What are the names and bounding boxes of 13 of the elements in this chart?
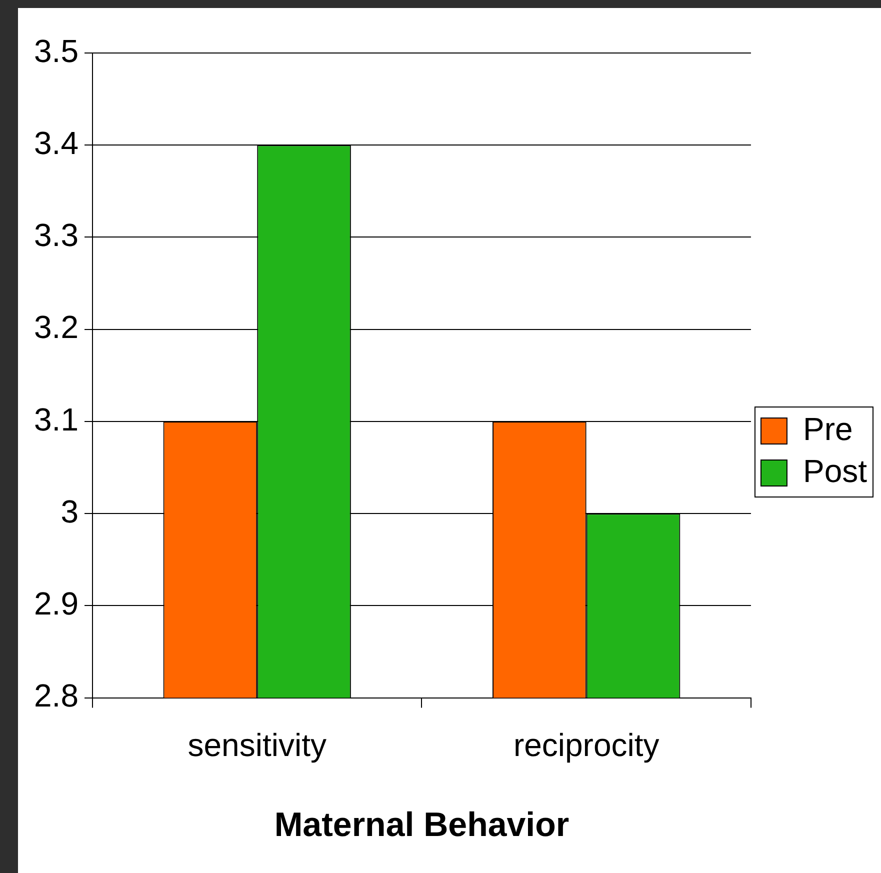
x-tick-label: sensitivity [188, 726, 326, 763]
y-tick-label: 3.4 [34, 124, 78, 161]
legend-label: Pre [802, 410, 853, 447]
y-tick-label: 3 [60, 493, 78, 530]
y-tick-label: 2.8 [34, 678, 78, 714]
y-tick-label: 3.2 [34, 309, 78, 346]
x-axis-title: Maternal Behavior [274, 806, 570, 844]
y-tick-label: 2.9 [34, 586, 78, 622]
x-tick-label: reciprocity [513, 726, 660, 763]
legend-label: Post [802, 452, 868, 489]
y-tick-label: 3.5 [34, 32, 78, 69]
y-tick-label: 3.1 [34, 401, 78, 438]
y-tick-label: 3.3 [34, 217, 78, 254]
